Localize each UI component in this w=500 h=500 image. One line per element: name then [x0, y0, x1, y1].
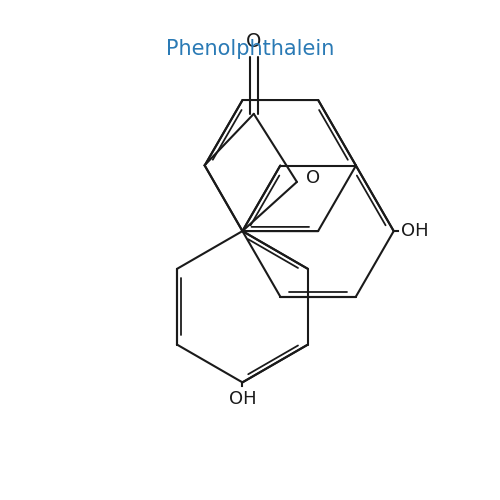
Text: OH: OH — [402, 222, 429, 240]
Text: Phenolphthalein: Phenolphthalein — [166, 38, 334, 58]
Text: O: O — [246, 32, 262, 51]
Text: O: O — [306, 169, 320, 187]
Text: OH: OH — [228, 390, 256, 408]
